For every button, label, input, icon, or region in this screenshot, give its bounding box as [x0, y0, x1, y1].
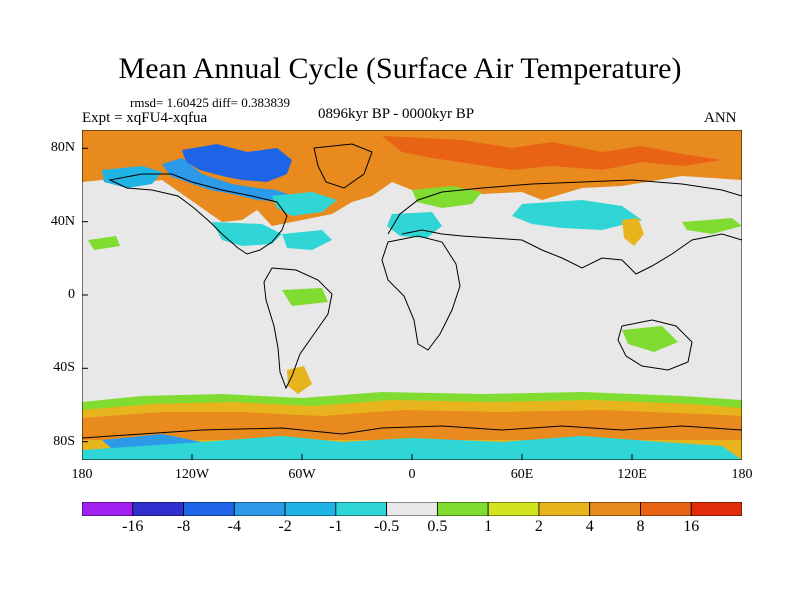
- lat-label-0: 0: [68, 287, 75, 302]
- experiment-label: Expt = xqFU4-xqfua: [82, 110, 208, 126]
- coast-greenland: [313, 143, 373, 189]
- colorbar-label: -2: [278, 518, 292, 535]
- coast-africa: [381, 235, 461, 351]
- lon-ticks: [191, 454, 633, 460]
- coast-antarctica: [82, 425, 742, 439]
- colorbar-label: -4: [227, 518, 241, 535]
- colorbar-label: 2: [534, 518, 543, 535]
- east-pacific-green: [88, 236, 120, 250]
- lon-label-120w: 120W: [174, 467, 210, 482]
- map-title: Mean Annual Cycle (Surface Air Temperatu…: [118, 52, 682, 85]
- arctic-anomaly-region: [82, 130, 742, 226]
- asia-cyan: [512, 200, 642, 230]
- colorbar-box: [233, 502, 286, 516]
- colorbar-label: 4: [585, 518, 594, 535]
- lon-label-120e: 120E: [617, 467, 647, 482]
- lat-label-80s: 80S: [53, 434, 75, 449]
- lon-label-60w: 60W: [288, 467, 316, 482]
- lat-label-80n: 80N: [50, 140, 75, 155]
- colorbar-label: -16: [122, 518, 144, 535]
- coast-eurasia: [387, 179, 742, 275]
- lon-label-180e: 180: [731, 467, 753, 482]
- canada-cool-ring: [162, 158, 292, 202]
- atlantic-cyan: [282, 230, 332, 250]
- season-label: ANN: [704, 110, 737, 126]
- colorbar-box: [538, 502, 591, 516]
- colorbar-box: [82, 502, 134, 516]
- siberia-green: [412, 186, 482, 208]
- coast-australia: [617, 319, 693, 371]
- coast-south-america: [263, 267, 333, 390]
- colorbar-label: -0.5: [373, 518, 400, 535]
- colorbar-box: [183, 502, 235, 516]
- canada-cold-region: [182, 144, 292, 182]
- colorbar-label: 0.5: [427, 518, 448, 535]
- period-label: 0896kyr BP - 0000kyr BP: [318, 106, 475, 122]
- labrador-cyan: [272, 192, 337, 216]
- colorbar-label: 8: [636, 518, 645, 535]
- colorbar-box: [132, 502, 184, 516]
- coast-north-america: [108, 173, 288, 255]
- lon-label-180w: 180: [71, 467, 93, 482]
- colorbar-box: [640, 502, 692, 516]
- arctic-orange-core: [382, 136, 722, 170]
- midlatitude-anomalies: [88, 200, 742, 394]
- lon-label-0: 0: [408, 467, 416, 482]
- colorbar-box: [386, 502, 438, 516]
- lat-label-40n: 40N: [50, 214, 75, 229]
- southern-orange-band: [82, 410, 742, 440]
- lon-label-60e: 60E: [510, 467, 534, 482]
- colorbar-label: -1: [329, 518, 343, 535]
- stats-label: rmsd= 1.60425 diff= 0.383839: [130, 95, 290, 110]
- china-warm: [622, 218, 644, 246]
- lat-ticks: [82, 147, 88, 443]
- colorbar-box: [284, 502, 337, 516]
- australia-green: [622, 326, 678, 352]
- equatorial-green: [282, 288, 328, 306]
- coastlines: [82, 143, 742, 439]
- colorbar-label: 16: [683, 518, 700, 535]
- lat-label-40s: 40S: [53, 360, 75, 375]
- colorbar-box: [436, 502, 489, 516]
- alaska-cool: [102, 166, 162, 188]
- colorbar-label: 1: [484, 518, 493, 535]
- colorbar: [82, 502, 742, 516]
- colorbar-box: [690, 502, 742, 516]
- colorbar-box: [589, 502, 641, 516]
- temperature-anomaly-map: [82, 130, 742, 460]
- colorbar-box: [335, 502, 388, 516]
- colorbar-label: -8: [176, 518, 191, 535]
- colorbar-box: [487, 502, 540, 516]
- antarctic-cyan: [82, 436, 742, 460]
- southern-anomaly-region: [82, 392, 742, 460]
- pacific-green: [682, 218, 742, 234]
